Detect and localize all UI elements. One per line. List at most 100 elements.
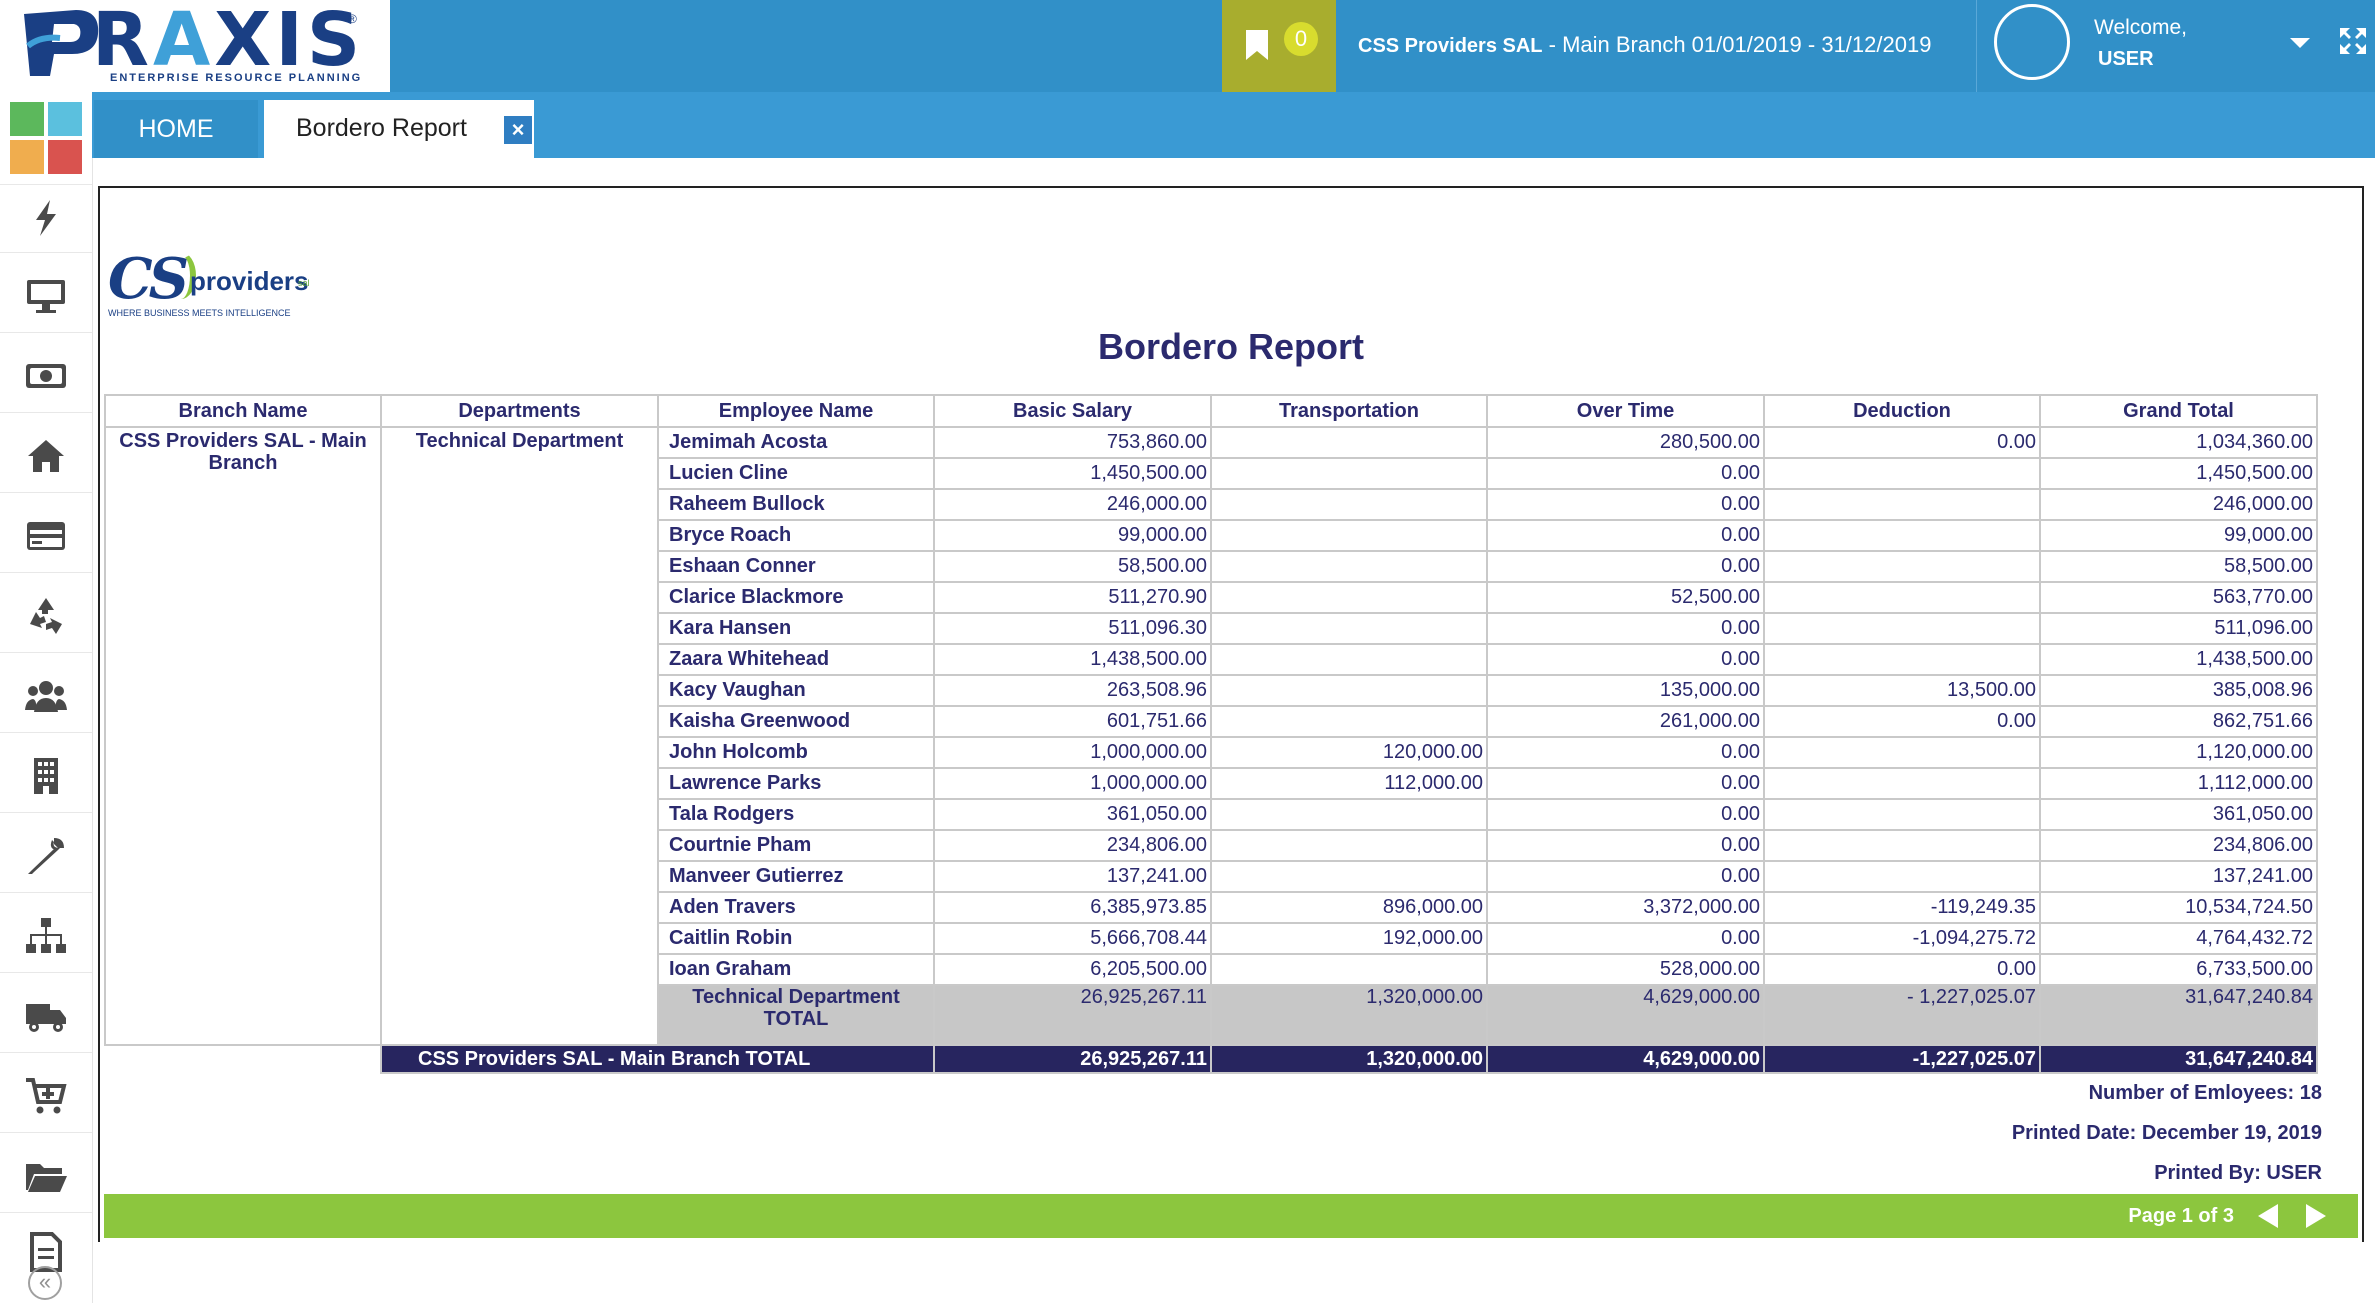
employee-name-cell: Jemimah Acosta xyxy=(657,426,935,459)
employee-name-cell: Aden Travers xyxy=(657,891,935,924)
sidebar-divider xyxy=(0,812,92,813)
sidebar-divider xyxy=(0,972,92,973)
sidebar-divider xyxy=(0,332,92,333)
transport-cell xyxy=(1210,426,1488,459)
hierarchy-icon[interactable] xyxy=(24,914,68,958)
building-icon[interactable] xyxy=(24,754,68,798)
collapse-sidebar-button[interactable]: « xyxy=(28,1266,62,1300)
avatar[interactable] xyxy=(1994,4,2070,80)
report-title: Bordero Report xyxy=(1097,326,1364,367)
overtime-cell: 0.00 xyxy=(1486,519,1765,552)
folder-icon[interactable] xyxy=(24,1154,68,1198)
sidebar-divider xyxy=(0,252,92,253)
column-header: Basic Salary xyxy=(933,394,1212,428)
logo-word: providers xyxy=(190,266,309,296)
tab-bordero-report[interactable]: Bordero Report xyxy=(264,100,534,158)
document-icon[interactable] xyxy=(24,1230,68,1274)
close-icon[interactable]: × xyxy=(504,116,532,144)
table-row: Clarice Blackmore 511,270.90 52,500.00 563,… xyxy=(105,581,2318,614)
branch-total-basic: 26,925,267.11 xyxy=(933,1044,1212,1074)
monitor-icon[interactable] xyxy=(24,274,68,318)
previous-page-icon[interactable] xyxy=(2258,1204,2278,1228)
deduction-cell xyxy=(1763,550,2041,583)
sidebar-divider xyxy=(0,572,92,573)
bolt-icon[interactable] xyxy=(24,196,68,240)
column-header: Transportation xyxy=(1210,394,1488,428)
cart-icon[interactable] xyxy=(24,1074,68,1118)
overtime-cell: 261,000.00 xyxy=(1486,705,1765,738)
tile-orange xyxy=(10,140,44,174)
total-cell: 10,534,724.50 xyxy=(2039,891,2318,924)
tab-bar: HOME Bordero Report × xyxy=(92,92,2375,158)
table-row: Kara Hansen 511,096.30 0.00 511,096.00 xyxy=(105,612,2318,645)
transport-cell xyxy=(1210,829,1488,862)
column-header: Over Time xyxy=(1486,394,1765,428)
deduction-cell xyxy=(1763,612,2041,645)
basic-cell: 361,050.00 xyxy=(933,798,1212,831)
report-viewer: CS providers sal WHERE BUSINESS MEETS IN… xyxy=(98,186,2364,1242)
apps-grid-icon[interactable] xyxy=(10,102,82,174)
tile-green xyxy=(10,102,44,136)
praxis-logo[interactable]: RAXIS ENTERPRISE RESOURCE PLANNING ® xyxy=(0,0,390,92)
overtime-cell: 0.00 xyxy=(1486,798,1765,831)
recycle-icon[interactable] xyxy=(24,594,68,638)
basic-cell: 1,000,000.00 xyxy=(933,767,1212,800)
employee-name-cell: Kacy Vaughan xyxy=(657,674,935,707)
overtime-cell: 52,500.00 xyxy=(1486,581,1765,614)
overtime-cell: 3,372,000.00 xyxy=(1486,891,1765,924)
company-name: CSS Providers SAL xyxy=(1358,35,1543,57)
deduction-cell xyxy=(1763,581,2041,614)
transport-cell xyxy=(1210,519,1488,552)
table-row: Ioan Graham 6,205,500.00 528,000.00 0.00 6,7… xyxy=(105,953,2318,986)
overtime-cell: 0.00 xyxy=(1486,643,1765,676)
user-menu[interactable]: Welcome, USER xyxy=(1978,0,2348,92)
company-branch-selector[interactable]: CSS Providers SAL - Main Branch 01/01/20… xyxy=(1336,0,1977,92)
bookmarks-button[interactable]: 0 xyxy=(1222,0,1336,92)
table-row: Lawrence Parks 1,000,000.00 112,000.00 0.00… xyxy=(105,767,2318,800)
table-row: Kaisha Greenwood 601,751.66 261,000.00 0.00… xyxy=(105,705,2318,738)
branch-total-deduction: -1,227,025.07 xyxy=(1763,1044,2041,1074)
employee-name-cell: Lawrence Parks xyxy=(657,767,935,800)
table-row: Zaara Whitehead 1,438,500.00 0.00 1,438,500… xyxy=(105,643,2318,676)
company-branch-text: CSS Providers SAL - Main Branch 01/01/20… xyxy=(1358,32,1931,58)
deduction-cell xyxy=(1763,643,2041,676)
wrench-icon[interactable] xyxy=(24,834,68,878)
transport-cell: 120,000.00 xyxy=(1210,736,1488,769)
users-icon[interactable] xyxy=(24,674,68,718)
tab-home[interactable]: HOME xyxy=(94,100,258,158)
transport-cell xyxy=(1210,674,1488,707)
transport-cell: 192,000.00 xyxy=(1210,922,1488,955)
total-cell: 862,751.66 xyxy=(2039,705,2318,738)
user-name: USER xyxy=(2098,48,2154,70)
transport-cell: 896,000.00 xyxy=(1210,891,1488,924)
next-page-icon[interactable] xyxy=(2306,1204,2326,1228)
overtime-cell: 0.00 xyxy=(1486,736,1765,769)
praxis-wordmark: RAXIS xyxy=(92,0,365,83)
column-header: Grand Total xyxy=(2039,394,2318,428)
table-row: Bryce Roach 99,000.00 0.00 99,000.00 xyxy=(105,519,2318,552)
basic-cell: 511,096.30 xyxy=(933,612,1212,645)
fullscreen-icon[interactable] xyxy=(2338,26,2368,56)
department-total-row: Technical Department TOTAL 26,925,267.11 1… xyxy=(105,984,2318,1046)
deduction-cell: 13,500.00 xyxy=(1763,674,2041,707)
basic-cell: 137,241.00 xyxy=(933,860,1212,893)
total-cell: 4,764,432.72 xyxy=(2039,922,2318,955)
logo-swoosh xyxy=(166,252,196,299)
chevron-down-icon[interactable] xyxy=(2290,38,2310,48)
deduction-cell xyxy=(1763,519,2041,552)
tile-red xyxy=(48,140,82,174)
page-indicator: Page 1 of 3 xyxy=(2128,1205,2234,1227)
transport-cell xyxy=(1210,705,1488,738)
home-icon[interactable] xyxy=(24,434,68,478)
total-cell: 1,034,360.00 xyxy=(2039,426,2318,459)
branch-period: - Main Branch 01/01/2019 - 31/12/2019 xyxy=(1542,32,1932,57)
card-icon[interactable] xyxy=(24,514,68,558)
truck-icon[interactable] xyxy=(24,994,68,1038)
overtime-cell: 0.00 xyxy=(1486,612,1765,645)
transport-cell xyxy=(1210,488,1488,521)
deduction-cell: 0.00 xyxy=(1763,426,2041,459)
table-row: Manveer Gutierrez 137,241.00 0.00 137,241.0… xyxy=(105,860,2318,893)
employee-name-cell: Kaisha Greenwood xyxy=(657,705,935,738)
money-icon[interactable] xyxy=(24,354,68,398)
bookmark-count-badge: 0 xyxy=(1284,22,1318,56)
